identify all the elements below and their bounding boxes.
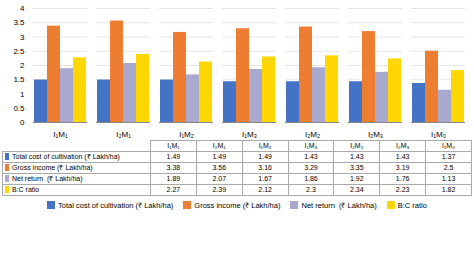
html-text:I₂M₃: I₂M₃ [396,142,410,149]
html-text:3.29: 3.29 [304,164,318,171]
html-text:I₂M₂: I₂M₂ [350,142,364,149]
html-text:1.76: 1.76 [395,175,410,182]
html-text:B:C ratio: B:C ratio [12,186,40,193]
html-text:2.34: 2.34 [350,186,364,193]
html-text:2.3: 2.3 [306,186,316,193]
html-text:2.27: 2.27 [166,186,181,193]
svg-text:2: 2 [20,61,25,70]
html-text:I₁M₁: I₁M₁ [167,142,180,149]
svg-text:1: 1 [20,90,25,99]
svg-text:I₁M₃: I₁M₃ [242,130,257,138]
svg-text:0: 0 [20,118,25,127]
html-text:1.92: 1.92 [350,175,364,182]
html-text:1.43: 1.43 [350,153,364,160]
html-text:3.19: 3.19 [395,164,410,171]
svg-text:4: 4 [20,4,25,13]
svg-text:I₁M₁: I₁M₁ [53,130,68,138]
html-text:I₁M₂: I₁M₂ [258,142,272,149]
html-text:2.12: 2.12 [258,186,272,193]
html-text:2.07: 2.07 [212,175,227,182]
html-text:B:C ratio: B:C ratio [397,200,427,210]
html-text:I₁M₀: I₁M₀ [442,142,455,149]
html-text:3.16: 3.16 [258,164,272,171]
svg-text:3.5: 3.5 [13,18,25,27]
html-text:I₂M₁: I₂M₁ [212,142,226,149]
svg-text:2.5: 2.5 [13,47,25,56]
html-text:1.86: 1.86 [304,175,318,182]
html-text:Total cost of cultivation (₹ L: Total cost of cultivation (₹ Lakh/ha) [58,201,174,210]
svg-text:I₂M₃: I₂M₃ [368,130,383,138]
html-text:1.43: 1.43 [395,153,410,160]
html-text:Gross income (₹ Lakh/ha): Gross income (₹ Lakh/ha) [12,164,93,171]
svg-text:I₁M₀: I₁M₀ [431,130,446,138]
html-text:Total cost of cultivation (₹ L: Total cost of cultivation (₹ Lakh/ha) [12,153,120,160]
html-text:Net return (₹ Lakh/ha): Net return (₹ Lakh/ha) [12,175,83,182]
html-text:1.13: 1.13 [441,175,456,182]
svg-text:1.5: 1.5 [13,75,25,84]
html-text:1.49: 1.49 [166,153,181,160]
html-text:1.43: 1.43 [304,153,318,160]
html-text:3.38: 3.38 [166,164,181,171]
html-text:2.39: 2.39 [212,186,227,193]
svg-text:3: 3 [20,33,25,42]
html-text:2.23: 2.23 [395,186,410,193]
svg-text:I₁M₂: I₁M₂ [179,130,194,138]
html-text:2.5: 2.5 [443,164,454,171]
html-text:3.35: 3.35 [350,164,364,171]
svg-text:I₂M₂: I₂M₂ [305,130,320,138]
html-text:3.56: 3.56 [212,164,227,171]
html-text:I₁M₃: I₁M₃ [304,142,318,149]
html-text:1.49: 1.49 [258,153,272,160]
html-text:Gross income (₹ Lakh/ha): Gross income (₹ Lakh/ha) [194,201,281,210]
html-text:Net return (₹ Lakh/ha): Net return (₹ Lakh/ha) [301,201,377,210]
html-text:1.37: 1.37 [441,153,456,160]
html-text:1.89: 1.89 [166,175,181,182]
svg-text:0.5: 0.5 [13,104,25,113]
html-text:1.82: 1.82 [441,186,456,193]
html-text:1.67: 1.67 [258,175,272,182]
html-text:1.49: 1.49 [212,153,227,160]
svg-text:I₂M₁: I₂M₁ [116,130,131,138]
